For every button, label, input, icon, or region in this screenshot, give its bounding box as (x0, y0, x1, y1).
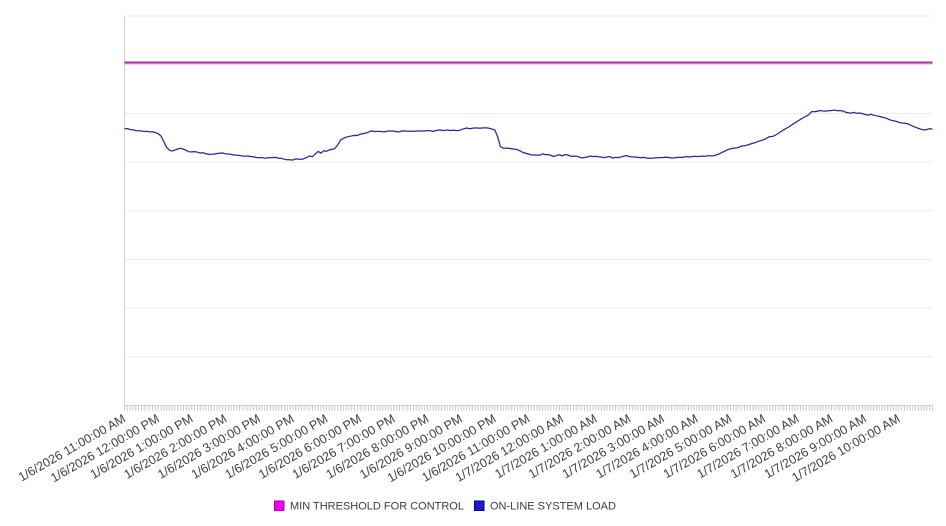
svg-text:MIN THRESHOLD FOR CONTROL: MIN THRESHOLD FOR CONTROL (290, 501, 464, 513)
svg-text:ON-LINE SYSTEM LOAD: ON-LINE SYSTEM LOAD (490, 501, 616, 513)
